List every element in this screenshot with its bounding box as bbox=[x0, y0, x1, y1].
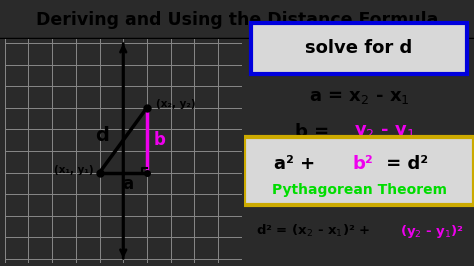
Text: a² +: a² + bbox=[274, 155, 321, 173]
Text: (x₂, y₂): (x₂, y₂) bbox=[155, 99, 195, 110]
Text: (x₁, y₁): (x₁, y₁) bbox=[54, 165, 93, 175]
Text: Pythagorean Theorem: Pythagorean Theorem bbox=[272, 183, 447, 197]
Text: = d²: = d² bbox=[380, 155, 428, 173]
Text: d² = (x$_2$ - x$_1$)² +: d² = (x$_2$ - x$_1$)² + bbox=[255, 223, 372, 239]
Text: solve for d: solve for d bbox=[305, 39, 413, 57]
Text: b =: b = bbox=[295, 123, 335, 141]
Text: a: a bbox=[122, 176, 134, 193]
Text: (y$_2$ - y$_1$)²: (y$_2$ - y$_1$)² bbox=[401, 223, 465, 240]
FancyBboxPatch shape bbox=[244, 137, 474, 205]
Text: a = x$_2$ - x$_1$: a = x$_2$ - x$_1$ bbox=[309, 88, 410, 106]
Text: Deriving and Using the Distance Formula: Deriving and Using the Distance Formula bbox=[36, 11, 438, 29]
Text: b: b bbox=[154, 131, 166, 149]
FancyBboxPatch shape bbox=[251, 23, 467, 74]
Text: d: d bbox=[95, 126, 109, 145]
Text: b²: b² bbox=[352, 155, 373, 173]
Text: y$_2$ - y$_1$: y$_2$ - y$_1$ bbox=[355, 123, 416, 141]
